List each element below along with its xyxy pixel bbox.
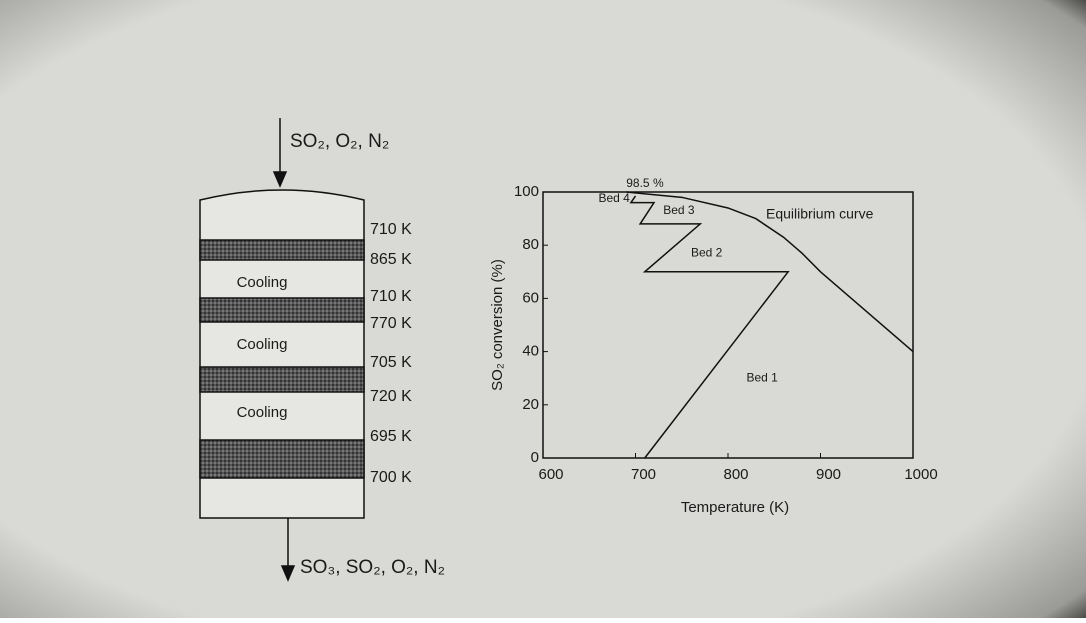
temperature: 710 K	[370, 288, 412, 305]
y-tick-label: 20	[522, 396, 539, 413]
x-tick-label: 600	[538, 466, 563, 483]
y-tick-label: 0	[531, 449, 539, 466]
outlet-label: SO₃, SO₂, O₂, N₂	[300, 557, 445, 578]
temperature: 710 K	[370, 221, 412, 238]
temperature: 695 K	[370, 428, 412, 445]
cooling-label: Cooling	[237, 404, 288, 421]
x-tick-label: 1000	[904, 466, 937, 483]
y-tick-label: 60	[522, 289, 539, 306]
temperature: 705 K	[370, 354, 412, 371]
catalyst-bed	[200, 440, 364, 478]
x-tick-label: 700	[631, 466, 656, 483]
annotation: Bed 1	[747, 370, 779, 384]
series-label: Equilibrium curve	[766, 206, 874, 222]
temperature: 700 K	[370, 469, 412, 486]
x-tick-label: 800	[723, 466, 748, 483]
temperature: 720 K	[370, 388, 412, 405]
y-axis-label: SO₂ conversion (%)	[489, 259, 506, 391]
y-tick-label: 100	[514, 183, 539, 200]
annotation: Bed 2	[691, 245, 723, 259]
page: SO₂, O₂, N₂ SO₃, SO₂, O₂, N₂ Cooling Coo…	[0, 0, 1086, 618]
catalyst-bed	[200, 240, 364, 260]
x-axis-label: Temperature (K)	[681, 499, 789, 516]
annotation: Bed 4	[599, 191, 631, 205]
temperature: 865 K	[370, 251, 412, 268]
annotation: 98.5 %	[626, 176, 664, 190]
inlet-label: SO₂, O₂, N₂	[290, 131, 389, 152]
cooling-label: Cooling	[237, 336, 288, 353]
catalyst-bed	[200, 367, 364, 392]
x-tick-label: 900	[816, 466, 841, 483]
y-tick-label: 40	[522, 343, 539, 360]
temperature: 770 K	[370, 315, 412, 332]
catalyst-bed	[200, 298, 364, 322]
cooling-label: Cooling	[237, 274, 288, 291]
y-tick-label: 80	[522, 236, 539, 253]
annotation: Bed 3	[663, 203, 695, 217]
